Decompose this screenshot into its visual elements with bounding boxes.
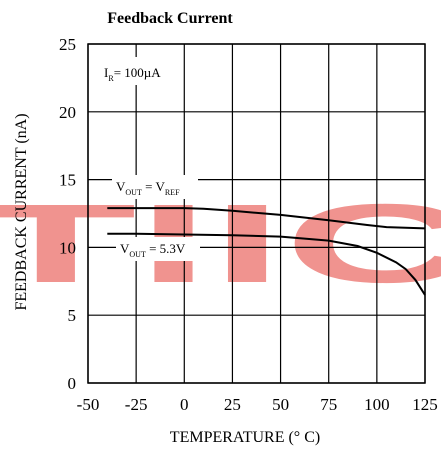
watermark: TIIC (0, 181, 441, 306)
annotation-ir: IR= 100µA (104, 65, 161, 83)
x-tick-label: 125 (412, 395, 438, 414)
series-line-1 (107, 207, 426, 230)
x-tick-label: 25 (224, 395, 241, 414)
grid (87, 43, 426, 384)
y-tick-label: 25 (59, 35, 76, 54)
annotation-box-ir (96, 57, 178, 85)
y-tick-label: 10 (59, 238, 76, 257)
x-tick-label: 75 (320, 395, 337, 414)
x-tick-label: 50 (272, 395, 289, 414)
y-tick-label: 0 (68, 374, 77, 393)
annotation-vout-53v: VOUT = 5.3V (120, 241, 186, 259)
y-tick-label: 20 (59, 103, 76, 122)
annotation-vout-vref: VOUT = VREF (116, 179, 180, 197)
y-axis-label: FEEDBACK CURRENT (nA) (13, 113, 30, 310)
x-tick-label: -50 (77, 395, 100, 414)
series-group (107, 207, 426, 296)
plot-frame (87, 43, 426, 384)
x-tick-label: 100 (364, 395, 390, 414)
x-tick-label: 0 (180, 395, 189, 414)
x-axis-label: TEMPERATURE (° C) (170, 429, 320, 446)
tick-labels: -50 -25 0 25 50 75 100 125 0 5 10 15 20 25 (59, 35, 438, 414)
series-line-2 (107, 232, 426, 296)
annotation-box-53v (116, 237, 200, 261)
y-tick-label: 15 (59, 171, 76, 190)
y-tick-label: 5 (68, 306, 77, 325)
annotation-box-vref (112, 175, 198, 199)
x-tick-label: -25 (125, 395, 148, 414)
chart-title: Feedback Current (107, 10, 233, 27)
